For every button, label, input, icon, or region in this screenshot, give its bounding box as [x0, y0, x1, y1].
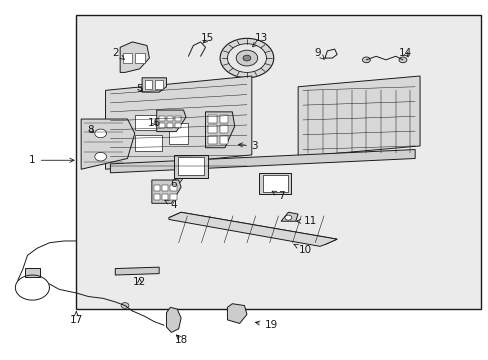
Text: 18: 18 — [174, 334, 187, 345]
Polygon shape — [105, 76, 251, 169]
Text: 19: 19 — [255, 320, 277, 330]
Bar — [166, 116, 172, 121]
Bar — [162, 185, 168, 192]
Polygon shape — [157, 110, 185, 132]
Bar — [135, 116, 161, 130]
Circle shape — [220, 39, 273, 78]
Circle shape — [227, 44, 266, 72]
Text: 9: 9 — [314, 48, 324, 59]
Polygon shape — [81, 119, 135, 169]
Bar — [174, 116, 180, 121]
Bar — [166, 123, 172, 128]
Polygon shape — [115, 267, 159, 275]
Polygon shape — [205, 112, 234, 148]
Polygon shape — [168, 212, 336, 246]
Text: 15: 15 — [201, 33, 214, 43]
Text: 11: 11 — [296, 216, 316, 226]
Text: 13: 13 — [252, 33, 267, 47]
Polygon shape — [281, 212, 298, 221]
Polygon shape — [227, 304, 246, 323]
Polygon shape — [152, 180, 181, 203]
Polygon shape — [298, 76, 419, 157]
Text: 10: 10 — [293, 244, 311, 255]
Circle shape — [236, 50, 257, 66]
Bar — [259, 173, 290, 194]
Text: 12: 12 — [133, 277, 146, 287]
Text: 14: 14 — [398, 48, 411, 58]
Bar — [154, 185, 160, 192]
Polygon shape — [110, 149, 414, 173]
Polygon shape — [25, 268, 40, 277]
Text: 2: 2 — [112, 48, 124, 59]
Bar — [154, 194, 160, 201]
Text: 17: 17 — [69, 312, 83, 325]
Bar — [135, 53, 144, 63]
Bar — [219, 136, 228, 144]
Bar — [168, 123, 188, 144]
Polygon shape — [168, 212, 336, 244]
Bar — [219, 126, 228, 134]
Circle shape — [243, 55, 250, 61]
Bar — [207, 115, 216, 123]
Bar — [170, 194, 176, 201]
Bar — [170, 185, 176, 192]
Text: 7: 7 — [271, 191, 284, 201]
Text: 3: 3 — [238, 141, 257, 151]
Circle shape — [398, 57, 406, 63]
Bar — [177, 157, 203, 175]
Text: 5: 5 — [136, 84, 142, 94]
Bar — [155, 80, 163, 89]
Bar — [76, 15, 480, 309]
Bar — [162, 194, 168, 201]
Bar — [262, 175, 287, 192]
Bar — [144, 80, 152, 89]
Text: 16: 16 — [147, 118, 161, 128]
Bar — [174, 123, 180, 128]
Bar — [159, 116, 164, 121]
Bar — [173, 155, 207, 178]
Bar — [122, 53, 132, 63]
Circle shape — [95, 152, 106, 161]
Text: 4: 4 — [164, 200, 177, 210]
Bar — [135, 135, 161, 151]
Circle shape — [95, 129, 106, 138]
Polygon shape — [120, 42, 149, 72]
Bar — [219, 115, 228, 123]
Polygon shape — [142, 78, 166, 92]
Text: 8: 8 — [87, 125, 94, 135]
Circle shape — [285, 215, 291, 220]
Text: 6: 6 — [170, 179, 183, 189]
Circle shape — [121, 303, 129, 309]
Polygon shape — [166, 307, 181, 332]
Bar — [207, 126, 216, 134]
Text: 1: 1 — [29, 155, 74, 165]
Bar — [207, 136, 216, 144]
Circle shape — [362, 57, 369, 63]
Bar — [159, 123, 164, 128]
